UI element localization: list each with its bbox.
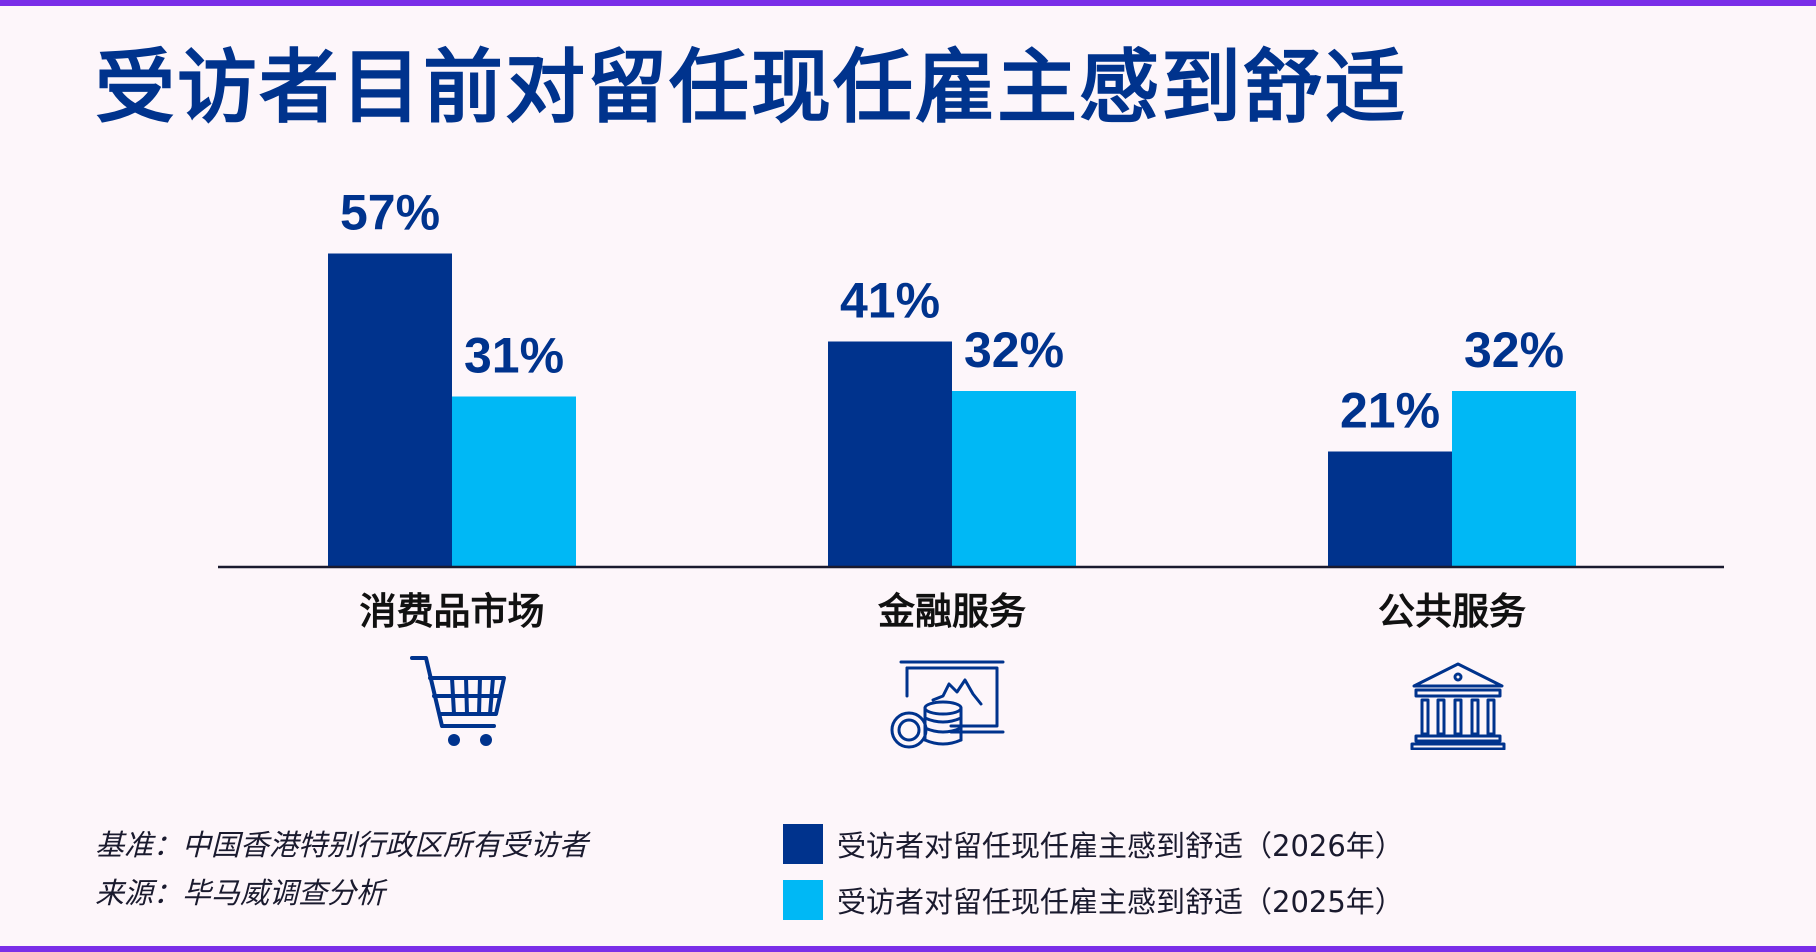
data-label-0-0: 57% [340,185,440,241]
source-footnote: 来源：毕马威调查分析 [95,876,386,910]
chart-title: 受访者目前对留任现任雇主感到舒适 [95,41,1407,134]
base-footnote: 基准：中国香港特别行政区所有受访者 [95,828,589,862]
category-label-0: 消费品市场 [360,590,545,633]
legend-item-2025: 受访者对留任现任雇主感到舒适（2025年） [783,878,1404,922]
legend-label-2026: 受访者对留任现任雇主感到舒适（2026年） [837,829,1404,863]
top-accent-bar [0,0,1816,6]
data-label-2-0: 21% [1340,383,1440,439]
bottom-accent-bar [0,946,1816,952]
bank-building-icon [1410,662,1506,750]
bar-1-1 [952,391,1076,567]
data-label-1-0: 41% [840,273,940,329]
legend-swatch-2025 [783,880,823,920]
data-label-2-1: 32% [1464,322,1564,378]
bar-1-0 [828,341,952,567]
bar-0-1 [452,396,576,567]
data-label-1-1: 32% [964,322,1064,378]
legend-swatch-2026 [783,824,823,864]
bar-2-1 [1452,391,1576,567]
category-label-2: 公共服务 [1378,590,1526,633]
category-label-1: 金融服务 [878,590,1026,633]
legend-item-2026: 受访者对留任现任雇主感到舒适（2026年） [783,822,1404,866]
bar-0-0 [328,253,452,567]
shopping-cart-icon [410,656,506,746]
bar-2-0 [1328,451,1452,567]
data-label-0-1: 31% [464,328,564,384]
legend-label-2025: 受访者对留任现任雇主感到舒适（2025年） [837,885,1404,919]
finance-chart-coins-icon [890,660,1005,749]
